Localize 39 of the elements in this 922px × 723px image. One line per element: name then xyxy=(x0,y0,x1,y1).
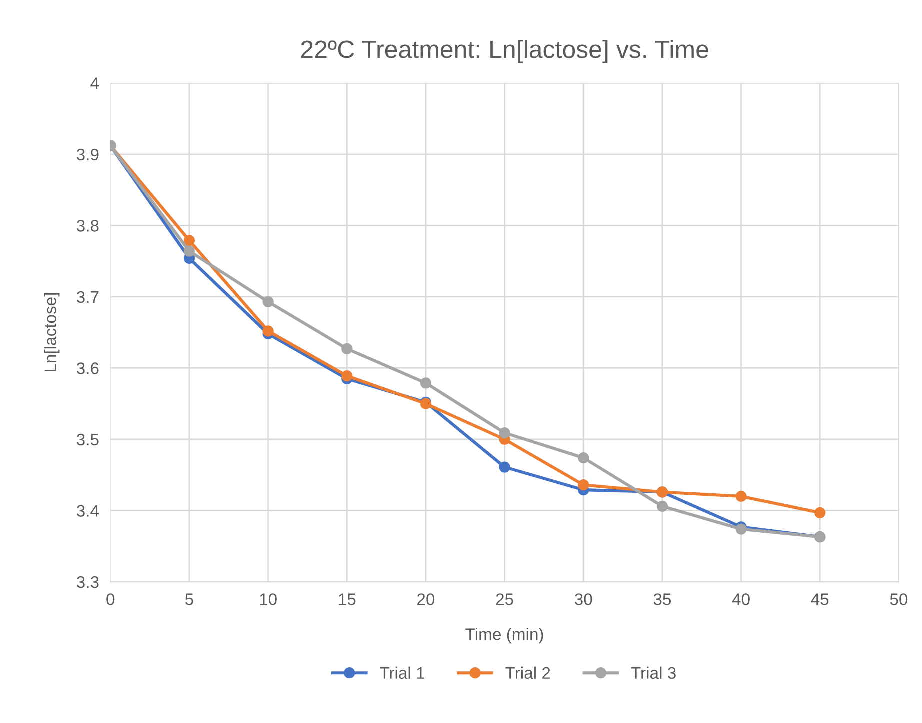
y-tick-label: 4 xyxy=(90,78,100,90)
point xyxy=(499,462,510,473)
y-tick-label: 3.8 xyxy=(77,220,99,232)
point xyxy=(342,370,353,382)
x-tick-label: 30 xyxy=(574,594,592,606)
x-tick-label: 15 xyxy=(339,594,356,606)
legend-label: Trial 2 xyxy=(506,666,550,680)
x-tick-label: 35 xyxy=(654,594,672,606)
y-tick-label: 3.5 xyxy=(77,434,99,446)
y-tick-label: 3.7 xyxy=(77,291,99,304)
point xyxy=(578,452,590,464)
point xyxy=(499,428,510,439)
y-axis-title: Ln[lactose] xyxy=(44,293,60,372)
x-tick-label: 40 xyxy=(732,594,750,606)
x-tick-label: 20 xyxy=(418,594,435,606)
point xyxy=(420,378,432,389)
x-tick-label: 50 xyxy=(890,594,908,606)
point xyxy=(342,343,353,355)
y-tick-label: 3.9 xyxy=(77,148,99,161)
point xyxy=(656,500,668,512)
x-tick-label: 45 xyxy=(811,594,829,606)
point xyxy=(736,490,747,502)
point xyxy=(184,246,196,257)
y-tick-label: 3.6 xyxy=(77,362,99,374)
point xyxy=(262,296,274,308)
point xyxy=(184,235,196,246)
y-tick-label: 3.3 xyxy=(77,576,99,588)
x-tick-label: 10 xyxy=(260,594,277,606)
x-axis-title: Time (min) xyxy=(466,628,544,644)
point xyxy=(578,480,590,491)
chart-title: 22ºC Treatment: Ln[lactose] vs. Time xyxy=(301,40,708,64)
point xyxy=(814,507,826,518)
legend-label: Trial 3 xyxy=(631,666,676,680)
y-tick-label: 3.4 xyxy=(77,505,100,517)
legend-label: Trial 1 xyxy=(380,666,424,680)
x-tick-label: 0 xyxy=(106,594,115,606)
point xyxy=(262,326,274,337)
x-tick-label: 25 xyxy=(496,594,514,606)
x-tick-label: 5 xyxy=(186,594,194,606)
